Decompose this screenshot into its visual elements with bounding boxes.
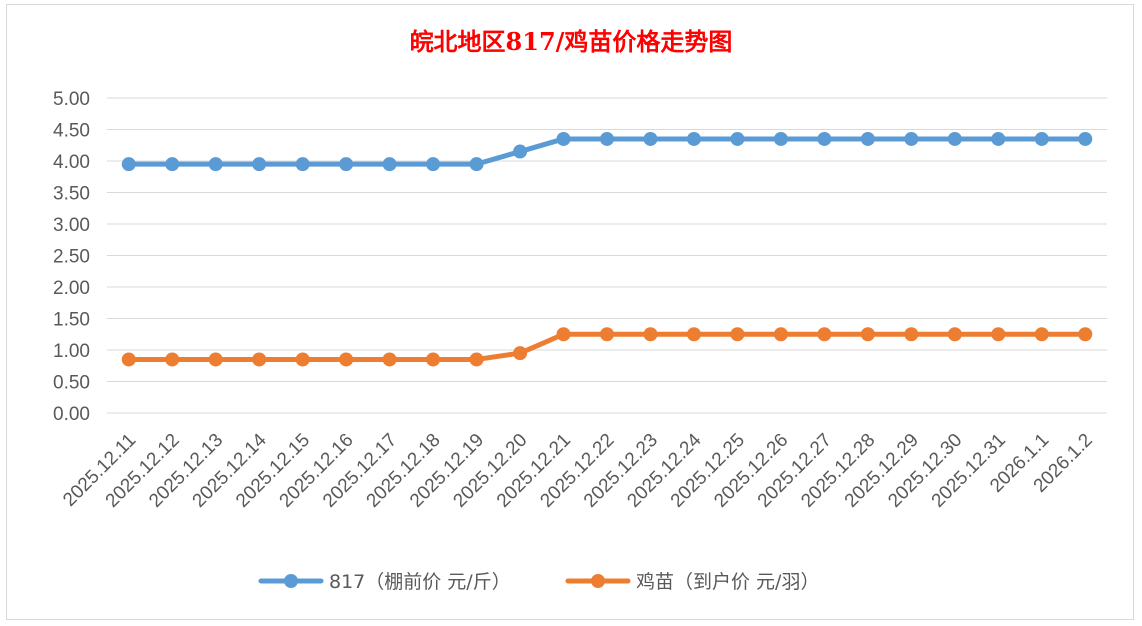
data-point[interactable] [121, 157, 136, 172]
y-tick-label: 4.00 [53, 152, 90, 173]
data-point[interactable] [730, 327, 745, 342]
data-point[interactable] [556, 327, 571, 342]
data-point[interactable] [991, 327, 1006, 342]
data-point[interactable] [817, 131, 832, 146]
y-tick-label: 1.50 [53, 310, 90, 331]
data-point[interactable] [426, 157, 441, 172]
y-tick-label: 4.50 [53, 121, 90, 142]
chart-title: 皖北地区817/鸡苗价格走势图 [410, 27, 733, 56]
series-817[interactable] [121, 131, 1093, 172]
data-point[interactable] [295, 157, 310, 172]
y-tick-label: 2.00 [53, 278, 90, 299]
data-point[interactable] [600, 131, 614, 146]
legend[interactable]: 817（棚前价 元/斤） 鸡苗（到户价 元/羽） [258, 571, 819, 593]
y-tick-label: 0.50 [53, 373, 90, 394]
legend-marker-swatch [284, 574, 298, 588]
data-point[interactable] [947, 327, 962, 342]
data-point[interactable] [513, 144, 528, 159]
series-group [121, 131, 1093, 367]
data-point[interactable] [860, 131, 875, 146]
y-axis-ticks: 0.00 0.50 1.00 1.50 2.00 2.50 3.00 3.50 4.00 4.50… [53, 89, 90, 425]
chart-area[interactable] [6, 4, 1134, 620]
data-point[interactable] [208, 157, 223, 172]
y-tick-label: 0.00 [53, 404, 90, 425]
data-point[interactable] [947, 131, 962, 146]
y-tick-label: 3.00 [53, 215, 90, 236]
y-tick-label: 3.50 [53, 184, 90, 205]
data-point[interactable] [730, 131, 745, 146]
data-point[interactable] [208, 352, 223, 367]
data-point[interactable] [643, 327, 658, 342]
data-point[interactable] [382, 352, 397, 367]
data-point[interactable] [426, 352, 441, 367]
data-point[interactable] [904, 327, 919, 342]
data-point[interactable] [686, 131, 701, 146]
y-tick-label: 1.00 [53, 341, 90, 362]
data-point[interactable] [165, 157, 180, 172]
legend-label: 817（棚前价 元/斤） [329, 571, 511, 593]
data-point[interactable] [773, 131, 788, 146]
data-point[interactable] [469, 352, 484, 367]
data-point[interactable] [991, 131, 1006, 146]
legend-label: 鸡苗（到户价 元/羽） [636, 571, 819, 593]
data-point[interactable] [556, 131, 571, 146]
data-point[interactable] [469, 157, 484, 172]
data-point[interactable] [643, 131, 658, 146]
data-point[interactable] [252, 352, 267, 367]
legend-item-chick[interactable]: 鸡苗（到户价 元/羽） [565, 571, 819, 593]
data-point[interactable] [121, 352, 136, 367]
legend-item-817[interactable]: 817（棚前价 元/斤） [258, 571, 511, 593]
series-chick[interactable] [121, 327, 1093, 367]
data-point[interactable] [165, 352, 180, 367]
gridlines [107, 97, 1107, 414]
data-point[interactable] [252, 157, 267, 172]
data-point[interactable] [1034, 131, 1049, 146]
y-tick-label: 5.00 [53, 89, 90, 110]
data-point[interactable] [817, 327, 832, 342]
data-point[interactable] [904, 131, 919, 146]
data-point[interactable] [686, 327, 701, 342]
data-point[interactable] [860, 327, 875, 342]
data-point[interactable] [1078, 131, 1093, 146]
data-point[interactable] [513, 346, 528, 361]
x-axis-ticks: 2025.12.112025.12.122025.12.132025.12.14… [59, 429, 1097, 511]
data-point[interactable] [339, 157, 354, 172]
y-tick-label: 2.50 [53, 247, 90, 268]
legend-marker-swatch [591, 574, 605, 588]
data-point[interactable] [600, 327, 614, 342]
data-point[interactable] [295, 352, 310, 367]
data-point[interactable] [1078, 327, 1093, 342]
data-point[interactable] [1034, 327, 1049, 342]
data-point[interactable] [382, 157, 397, 172]
data-point[interactable] [339, 352, 354, 367]
data-point[interactable] [773, 327, 788, 342]
